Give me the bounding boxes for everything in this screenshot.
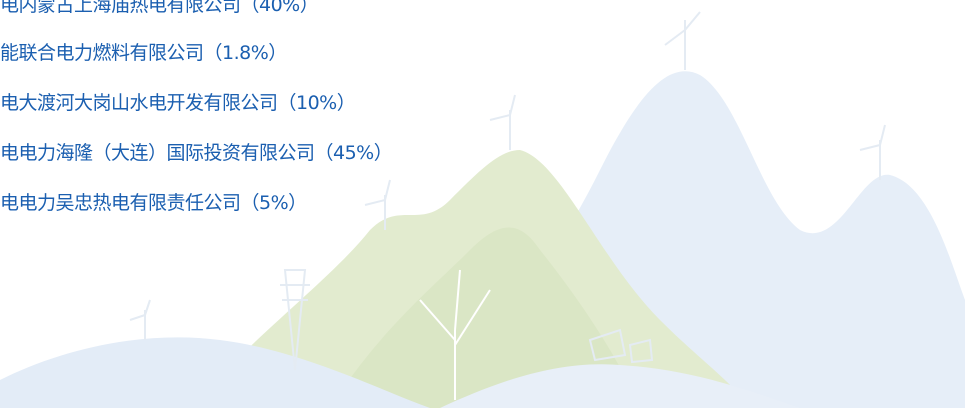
page: 电内蒙古上海庙热电有限公司（40%） 能联合电力燃料有限公司（1.8%） 电大渡… bbox=[0, 0, 965, 408]
list-item: 电电力吴忠热电有限责任公司（5%） bbox=[0, 188, 307, 215]
list-item: 电内蒙古上海庙热电有限公司（40%） bbox=[0, 0, 318, 17]
list-item: 电电力海隆（大连）国际投资有限公司（45%） bbox=[0, 138, 392, 165]
list-item: 电大渡河大岗山水电开发有限公司（10%） bbox=[0, 88, 355, 115]
list-item: 能联合电力燃料有限公司（1.8%） bbox=[0, 38, 287, 65]
